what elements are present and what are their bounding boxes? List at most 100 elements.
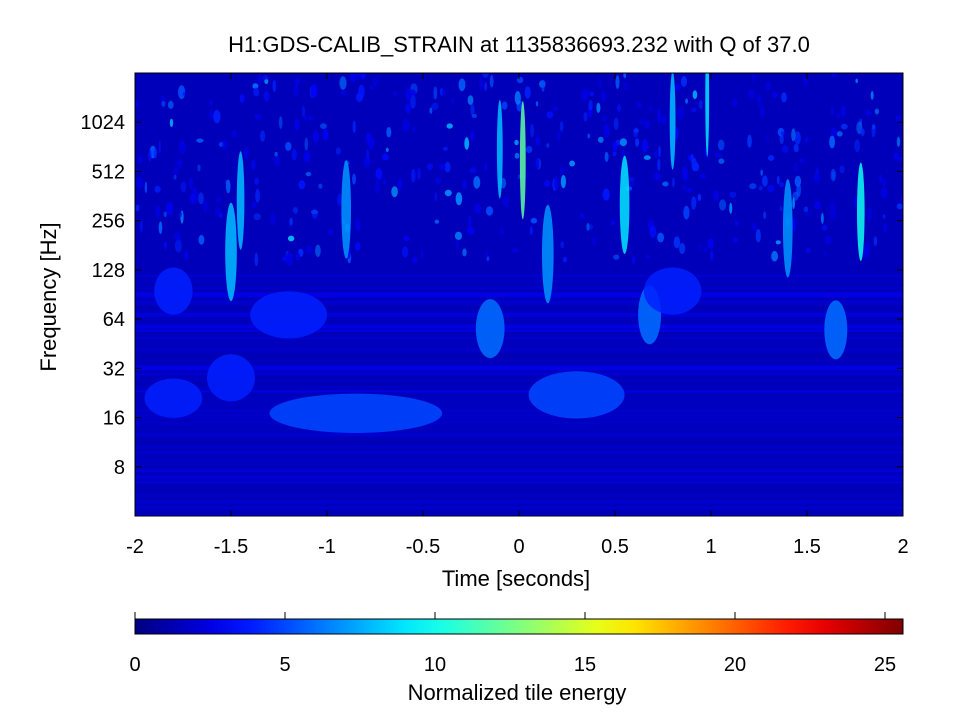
spectrogram-speckle	[189, 178, 193, 190]
spectrogram-speckle	[752, 222, 757, 231]
spectrogram-speckle	[489, 74, 494, 88]
spectrogram-speckle	[755, 229, 761, 243]
spectrogram-tile	[857, 162, 865, 261]
spectrogram-band	[135, 458, 903, 463]
spectrogram-speckle	[468, 215, 472, 229]
spectrogram-speckle	[748, 88, 755, 100]
spectrogram-speckle	[621, 149, 625, 157]
spectrogram-band	[135, 312, 903, 317]
spectrogram-speckle	[693, 162, 700, 172]
spectrogram-speckle	[673, 236, 681, 249]
spectrogram-speckle	[635, 138, 640, 147]
spectrogram-speckle	[469, 167, 477, 174]
spectrogram-speckle	[139, 219, 143, 233]
spectrogram-speckle	[732, 237, 738, 243]
colorbar-tick-label: 15	[574, 654, 596, 676]
spectrogram-speckle	[779, 181, 784, 188]
spectrogram-speckle	[391, 186, 398, 198]
spectrogram-speckle	[559, 120, 564, 132]
spectrogram-speckle	[776, 175, 780, 185]
spectrogram-speckle	[830, 168, 837, 182]
spectrogram-speckle	[672, 177, 675, 188]
spectrogram-speckle	[484, 82, 488, 91]
spectrogram-speckle	[306, 245, 312, 255]
spectrogram-speckle	[148, 149, 152, 162]
spectrogram-speckle	[511, 248, 519, 253]
spectrogram-band	[135, 292, 903, 298]
spectrogram-speckle	[829, 135, 835, 149]
x-tick-label: 1	[705, 536, 716, 558]
spectrogram-speckle	[405, 103, 411, 114]
spectrogram-speckle	[434, 219, 439, 224]
spectrogram-speckle	[805, 212, 811, 217]
spectrogram-speckle	[765, 134, 769, 142]
spectrogram-tile	[619, 155, 630, 254]
y-tick-label: 16	[103, 408, 125, 430]
spectrogram-speckle	[645, 254, 651, 259]
spectrogram-speckle	[718, 158, 725, 164]
spectrogram-speckle	[893, 152, 899, 159]
spectrogram-speckle	[697, 193, 702, 201]
spectrogram-tile	[783, 179, 793, 278]
spectrogram-speckle	[674, 83, 682, 91]
spectrogram-speckle	[713, 190, 719, 201]
spectrogram-speckle	[760, 105, 765, 118]
spectrogram-speckle	[612, 151, 617, 157]
spectrogram-speckle	[369, 85, 374, 90]
spectrogram-speckle	[661, 115, 667, 125]
spectrogram-speckle	[356, 73, 361, 81]
spectrogram-speckle	[451, 98, 455, 104]
spectrogram-speckle	[366, 132, 371, 144]
spectrogram-band	[135, 427, 903, 431]
spectrogram-speckle	[410, 95, 416, 109]
spectrogram-speckle	[524, 86, 531, 99]
spectrogram-speckle	[638, 118, 645, 125]
spectrogram-speckle	[442, 146, 448, 151]
spectrogram-speckle	[657, 158, 661, 171]
spectrogram-speckle	[729, 202, 733, 214]
spectrogram-speckle	[657, 232, 664, 243]
spectrogram-band	[135, 500, 903, 505]
spectrogram-speckle	[470, 103, 475, 116]
spectrogram-band	[135, 274, 903, 278]
spectrogram-speckle	[501, 101, 508, 110]
spectrogram-speckle	[350, 73, 357, 82]
spectrogram-band	[135, 451, 903, 454]
spectrogram-speckle	[882, 178, 887, 188]
spectrogram-speckle	[158, 221, 163, 234]
spectrogram-speckle	[589, 91, 595, 97]
spectrogram-tile	[669, 73, 676, 170]
spectrogram-speckle	[710, 249, 714, 261]
spectrogram-speckle	[165, 201, 173, 215]
spectrogram-speckle	[352, 120, 356, 133]
spectrogram-speckle	[865, 110, 872, 116]
y-axis-label: Frequency [Hz]	[36, 222, 61, 371]
spectrogram-speckle	[814, 200, 821, 210]
spectrogram-speckle	[707, 238, 714, 250]
spectrogram-speckle	[291, 149, 297, 161]
spectrogram-tile	[475, 299, 505, 359]
spectrogram-speckle	[403, 235, 410, 242]
spectrogram-speckle	[470, 130, 475, 141]
spectrogram-speckle	[803, 206, 809, 213]
spectrogram-speckle	[682, 167, 689, 182]
spectrogram-band	[135, 414, 903, 419]
spectrogram-speckle	[589, 224, 593, 230]
spectrogram-speckle	[138, 155, 143, 164]
spectrogram-tile	[144, 378, 203, 418]
spectrogram-speckle	[704, 247, 708, 253]
spectrogram-speckle	[254, 113, 262, 120]
spectrogram-tile	[250, 291, 327, 339]
spectrogram-band	[135, 396, 903, 400]
spectrogram-speckle	[392, 91, 398, 96]
spectrogram-speckle	[479, 76, 483, 90]
spectrogram-band	[135, 280, 903, 284]
spectrogram-speckle	[439, 164, 446, 170]
x-tick-label: 0	[513, 536, 524, 558]
x-tick-label: -1	[318, 536, 336, 558]
spectrogram-speckle	[805, 247, 811, 253]
spectrogram-speckle	[180, 181, 187, 193]
spectrogram-band	[135, 286, 903, 290]
spectrogram-speckle	[215, 196, 222, 204]
spectrogram-speckle	[682, 184, 687, 191]
